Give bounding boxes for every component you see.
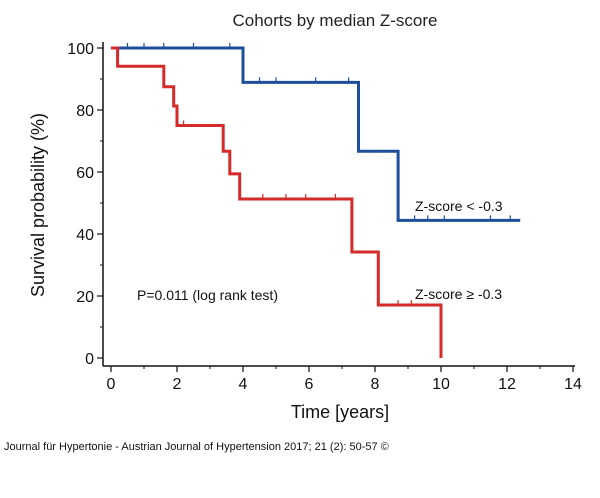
y-tick-label: 0 [85, 351, 94, 368]
x-tick-label: 4 [239, 376, 248, 393]
x-axis-label: Time [years] [291, 402, 389, 422]
series-label-blue: Z-score < -0.3 [415, 198, 503, 214]
p-value-annotation: P=0.011 (log rank test) [137, 287, 278, 303]
x-tick-label: 12 [498, 376, 516, 393]
series-label-red: Z-score ≥ -0.3 [415, 286, 502, 302]
series-1 [111, 46, 443, 358]
x-tick-label: 2 [173, 376, 182, 393]
x-tick-label: 0 [107, 376, 116, 393]
x-tick-label: 6 [305, 376, 314, 393]
y-tick-label: 80 [76, 103, 94, 120]
y-tick-label: 20 [76, 289, 94, 306]
y-tick-label: 60 [76, 165, 94, 182]
y-tick-label: 100 [67, 41, 94, 58]
y-axis-label: Survival probability (%) [28, 113, 48, 297]
survival-curve-1 [111, 46, 443, 358]
x-tick-label: 10 [432, 376, 450, 393]
survival-chart: Cohorts by median Z-score 0 20 40 60 80 100 0 2… [28, 11, 582, 422]
axes: 0 20 40 60 80 100 0 2 4 6 8 10 12 14 [67, 41, 582, 393]
series-layer [111, 43, 521, 358]
y-tick-label: 40 [76, 227, 94, 244]
series-0 [111, 43, 521, 222]
survival-curve-0 [111, 46, 521, 222]
x-tick-label: 14 [564, 376, 582, 393]
chart-title: Cohorts by median Z-score [232, 11, 437, 30]
x-tick-label: 8 [371, 376, 380, 393]
source-caption: Journal für Hypertonie - Austrian Journa… [4, 441, 389, 453]
